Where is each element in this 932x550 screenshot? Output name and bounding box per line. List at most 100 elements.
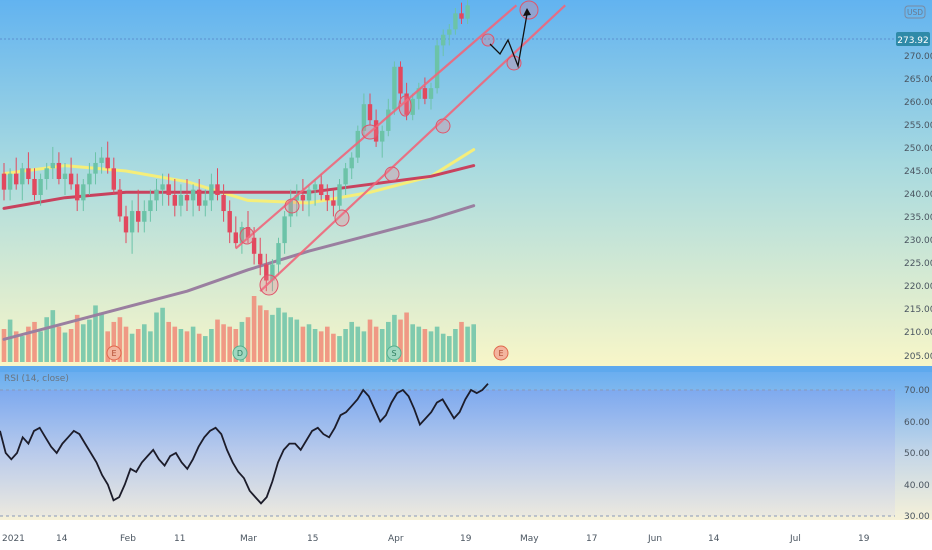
candle (20, 162, 25, 201)
currency-badge[interactable] (904, 5, 926, 19)
price-tick: 220.00 (904, 282, 932, 292)
price-tick: 225.00 (904, 259, 932, 269)
candle-body (68, 173, 74, 185)
volume-bar (257, 305, 263, 362)
candle-body (349, 157, 354, 169)
trend-channel-line-2[interactable] (259, 4, 566, 292)
candle-body (215, 184, 220, 196)
candle-body (398, 66, 403, 94)
annotation-layer[interactable] (239, 0, 539, 296)
event-marker-earnings-1[interactable]: E (106, 345, 122, 361)
candle (258, 237, 263, 276)
candle (343, 162, 348, 196)
volume-bar (93, 305, 98, 362)
volume-bar (117, 317, 123, 362)
candle (300, 178, 306, 212)
event-marker-split[interactable]: S (386, 345, 402, 361)
volume-bar (148, 331, 153, 362)
candle-body (239, 227, 245, 244)
candle-body (355, 130, 360, 158)
candle-body (465, 5, 470, 19)
event-marker-dividend[interactable]: D (232, 345, 248, 361)
currency-label: USD (907, 8, 923, 17)
volume-bar (361, 331, 367, 362)
current-price-badge (896, 32, 930, 46)
candle (392, 61, 397, 115)
candle-body (264, 264, 269, 281)
moving-average-line-3[interactable] (2, 204, 476, 341)
rsi-legend[interactable]: RSI (14, close) (4, 374, 69, 384)
price-axis[interactable]: 205.00 210.00 215.00 220.00 225.00 230.0… (896, 5, 932, 362)
volume-bar (459, 321, 464, 362)
swing-marker-7[interactable] (398, 95, 412, 117)
volume-bar (215, 319, 220, 362)
swing-marker-3[interactable] (284, 198, 300, 214)
candle-body (203, 200, 208, 206)
moving-average-line-1[interactable] (2, 148, 476, 205)
event-marker-earnings-2[interactable]: E (493, 345, 509, 361)
swing-marker-4[interactable] (334, 209, 350, 227)
volume-bar (239, 321, 245, 362)
candle (38, 173, 43, 206)
event-label: D (237, 349, 243, 358)
candle-body (136, 211, 141, 222)
volume-bar (7, 319, 13, 362)
volume-bar (13, 331, 19, 362)
candle (166, 173, 171, 206)
event-markers[interactable]: E D S E (106, 345, 509, 361)
candle-body (117, 189, 123, 217)
candle-body (331, 200, 336, 206)
time-axis-background (0, 520, 932, 550)
price-tick: 270.00 (904, 52, 932, 62)
candle-body (300, 195, 306, 201)
candle (215, 168, 220, 201)
projection-target-high[interactable] (519, 0, 539, 20)
candle (93, 152, 98, 185)
swing-marker-1[interactable] (259, 274, 279, 296)
time-tick: Jun (647, 534, 662, 544)
candle-body (282, 216, 287, 244)
candle (75, 173, 80, 212)
swing-marker-9[interactable] (481, 33, 495, 47)
pane-separator[interactable] (0, 366, 932, 372)
projection-path[interactable] (489, 13, 528, 69)
volume-bar (178, 329, 184, 362)
volume-bar (20, 336, 25, 362)
candle (465, 0, 470, 25)
volume-bar (318, 331, 324, 362)
candle (203, 189, 208, 217)
swing-marker-6[interactable] (384, 166, 400, 182)
candle (227, 200, 232, 244)
volume-bar (367, 319, 373, 362)
candle-body (312, 184, 318, 190)
candle-body (197, 189, 202, 206)
volume-bar (264, 310, 269, 362)
swing-marker-5[interactable] (361, 124, 379, 140)
candle-body (434, 45, 440, 89)
candle-body (221, 195, 226, 212)
time-tick: May (520, 534, 539, 544)
candle-body (166, 184, 171, 196)
rsi-line[interactable] (0, 383, 489, 505)
swing-marker-2[interactable] (239, 227, 255, 245)
volume-bar (38, 331, 43, 362)
price-tick: 245.00 (904, 167, 932, 177)
time-axis[interactable]: 2021 14 Feb 11 Mar 15 Apr 19 May 17 Jun … (2, 534, 870, 544)
candle-body (26, 168, 31, 179)
candle-body (50, 162, 55, 169)
volume-bar (416, 326, 422, 362)
swing-marker-8[interactable] (435, 118, 451, 134)
candles-layer (1, 0, 470, 292)
candle (355, 125, 360, 163)
volume-bar (428, 331, 434, 362)
time-tick: Feb (120, 534, 136, 544)
price-tick: 210.00 (904, 328, 932, 338)
candle-body (251, 237, 257, 254)
candle-body (38, 178, 43, 196)
volume-bar (196, 333, 202, 362)
volume-bar (300, 326, 306, 362)
volume-bar (282, 312, 287, 362)
candle-body (343, 168, 348, 185)
